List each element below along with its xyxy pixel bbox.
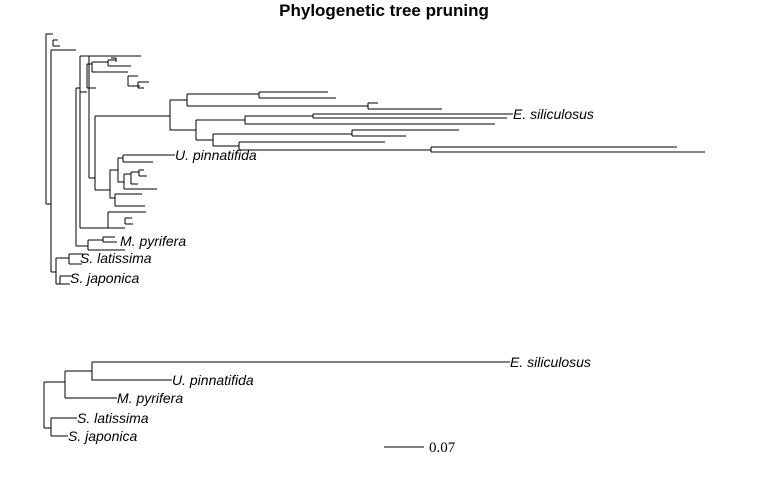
tree-branches — [45, 33, 705, 285]
chart-title: Phylogenetic tree pruning — [279, 1, 489, 20]
tip-label-e-siliculosus: E. siliculosus — [513, 106, 594, 122]
full-tree: E. siliculosus U. pinnatifida M. pyrifer… — [45, 33, 705, 286]
pruned-tip-label-m-pyrifera: M. pyrifera — [117, 390, 183, 406]
pruned-tip-label-s-japonica: S. japonica — [68, 428, 137, 444]
tip-label-m-pyrifera: M. pyrifera — [120, 233, 186, 249]
tip-label-s-japonica: S. japonica — [70, 270, 139, 286]
tip-label-s-latissima: S. latissima — [80, 250, 152, 266]
pruned-tree-branches — [43, 361, 510, 437]
pruned-tip-label-u-pinnatifida: U. pinnatifida — [172, 372, 254, 388]
scale-bar: 0.07 — [384, 440, 456, 456]
pruned-tip-label-s-latissima: S. latissima — [77, 410, 149, 426]
pruned-tree: E. siliculosus U. pinnatifida M. pyrifer… — [43, 354, 591, 444]
scale-bar-label: 0.07 — [429, 440, 456, 456]
pruned-tip-label-e-siliculosus: E. siliculosus — [510, 354, 591, 370]
tip-label-u-pinnatifida: U. pinnatifida — [175, 147, 257, 163]
